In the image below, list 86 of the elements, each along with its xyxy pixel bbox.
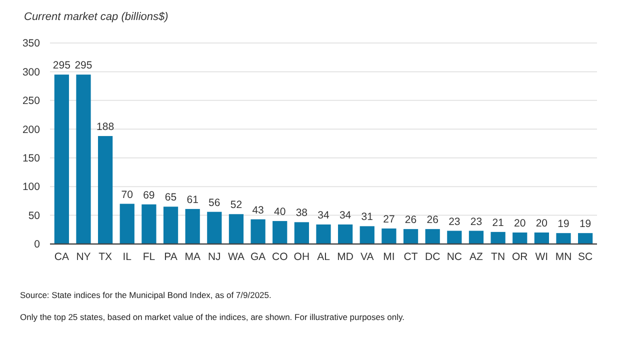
data-label: 70	[121, 188, 134, 201]
bar	[163, 206, 178, 244]
y-tick-label: 100	[22, 181, 40, 194]
data-label: 56	[208, 196, 220, 209]
x-tick-label: GA	[250, 251, 266, 263]
y-tick-label: 300	[22, 66, 40, 78]
bar	[468, 230, 484, 244]
x-tick-label: VA	[360, 251, 374, 263]
x-tick-label: NC	[446, 251, 462, 263]
y-tick-label: 50	[28, 210, 40, 222]
data-label: 19	[558, 218, 570, 230]
x-tick-label: NY	[76, 251, 91, 263]
source-note: Source: State indices for the Municipal Bond Index, as of 7/9/2025.	[20, 290, 272, 300]
x-tick-label: IL	[122, 251, 132, 263]
bar	[120, 204, 134, 244]
data-label: 21	[492, 216, 504, 229]
x-tick-label: CT	[404, 251, 418, 263]
x-tick-label: AZ	[470, 251, 484, 263]
x-tick-label: OR	[512, 251, 528, 263]
data-label: 43	[252, 204, 264, 216]
data-label: 23	[448, 216, 460, 228]
x-tick-label: WA	[228, 251, 244, 263]
data-label: 34	[339, 209, 352, 222]
bar	[76, 74, 91, 244]
x-tick-label: TX	[98, 251, 112, 263]
y-tick-label: 150	[22, 152, 40, 165]
x-tick-label: OH	[294, 251, 310, 263]
text: Only the top 25 states, based on market value of the indices, are shown. For illustrative purposes only.	[20, 312, 404, 322]
y-tick-label: 0	[34, 238, 40, 251]
bar	[447, 230, 462, 244]
data-label: 20	[536, 218, 548, 230]
data-label: 188	[96, 121, 114, 134]
x-tick-label: MN	[555, 251, 572, 263]
bar	[338, 224, 353, 244]
data-label: 27	[383, 213, 395, 226]
bar	[403, 229, 418, 244]
x-tick-label: MI	[383, 251, 395, 263]
bar	[382, 228, 396, 244]
bar	[207, 212, 222, 244]
data-label: 19	[579, 218, 592, 230]
bar	[490, 232, 506, 244]
bar	[316, 224, 331, 244]
x-tick-label: CA	[54, 251, 69, 263]
bar	[250, 219, 266, 244]
bar	[425, 229, 440, 244]
bar	[185, 208, 200, 244]
y-tick-label: 250	[22, 95, 40, 108]
bar	[512, 232, 528, 244]
x-tick-label: PA	[164, 251, 178, 263]
x-tick-label: MD	[337, 251, 354, 263]
bar	[272, 221, 288, 244]
y-tick-label: 350	[22, 38, 40, 50]
x-tick-label: MA	[184, 251, 200, 263]
data-label: 295	[52, 60, 71, 72]
data-label: 34	[318, 209, 330, 222]
data-label: 26	[426, 214, 439, 226]
data-label: 40	[274, 206, 286, 218]
x-tick-label: SC	[578, 251, 594, 263]
data-label: 38	[296, 207, 308, 220]
chart-title: Current market cap (billions$)	[24, 11, 169, 23]
data-label: 295	[74, 60, 92, 72]
bar	[228, 214, 244, 244]
x-tick-label: FL	[142, 251, 156, 263]
data-label: 61	[186, 194, 199, 206]
data-label: 52	[230, 199, 242, 212]
bar	[360, 226, 374, 244]
bar	[578, 233, 593, 244]
bar	[534, 232, 549, 244]
x-tick-label: WI	[535, 251, 548, 263]
x-tick-label: TN	[491, 251, 506, 263]
data-label: 23	[470, 216, 482, 228]
data-label: 26	[404, 214, 417, 226]
bar	[98, 136, 113, 244]
x-tick-label: NJ	[208, 251, 221, 263]
x-tick-label: DC	[425, 251, 441, 263]
data-label: 65	[164, 192, 177, 204]
bar	[556, 233, 571, 244]
data-label: 69	[143, 189, 155, 202]
x-tick-label: AL	[317, 251, 330, 263]
data-label: 31	[361, 211, 374, 224]
bar	[294, 222, 309, 244]
data-label: 20	[514, 218, 526, 230]
bar	[54, 74, 69, 244]
x-tick-label: CO	[272, 251, 288, 263]
bar	[142, 204, 156, 244]
y-tick-label: 200	[22, 124, 40, 136]
